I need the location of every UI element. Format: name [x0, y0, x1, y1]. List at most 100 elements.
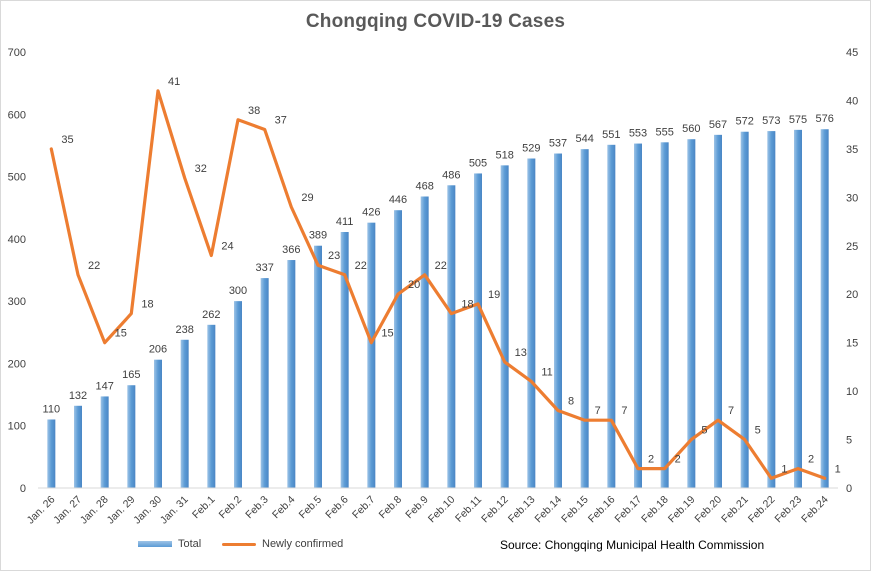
line-data-label: 7 [621, 405, 627, 417]
x-tick-label: Feb.20 [693, 494, 725, 526]
line-data-label: 29 [301, 192, 313, 204]
x-tick-label: Feb.5 [297, 494, 325, 522]
line-data-label: 8 [568, 395, 574, 407]
bar-data-label: 389 [309, 230, 327, 242]
bar-total [580, 149, 589, 488]
line-data-label: 23 [328, 250, 340, 262]
bar-data-label: 553 [629, 128, 647, 140]
line-data-label: 5 [755, 425, 761, 437]
bar-data-label: 518 [495, 149, 513, 161]
x-tick-label: Feb.23 [773, 494, 805, 526]
x-tick-label: Feb.17 [613, 494, 645, 526]
bar-total [634, 143, 642, 488]
line-data-label: 1 [781, 463, 787, 475]
bar-total [287, 260, 296, 488]
bar-total [420, 196, 429, 488]
y-right-tick-label: 15 [846, 338, 858, 350]
line-data-label: 38 [248, 105, 260, 117]
x-tick-label: Jan. 30 [131, 494, 164, 527]
bar-total [127, 385, 136, 488]
y-left-tick-label: 300 [8, 296, 26, 308]
bar-data-label: 555 [655, 126, 673, 138]
x-tick-label: Jan. 28 [78, 494, 111, 527]
x-tick-label: Jan. 31 [158, 494, 191, 527]
x-tick-label: Feb.13 [506, 494, 538, 526]
bar-data-label: 426 [362, 207, 380, 219]
line-data-label: 13 [515, 347, 527, 359]
bar-total [474, 173, 482, 488]
bar-total [340, 232, 349, 488]
line-data-label: 22 [355, 260, 367, 272]
x-tick-label: Feb.12 [479, 494, 511, 526]
x-tick-label: Feb.4 [270, 494, 298, 522]
x-tick-label: Feb.19 [666, 494, 698, 526]
x-tick-label: Feb.14 [533, 494, 565, 526]
line-data-label: 5 [701, 425, 707, 437]
bar-data-label: 537 [549, 138, 567, 150]
bar-data-label: 165 [122, 369, 140, 381]
bar-total [500, 165, 509, 489]
y-right-tick-label: 35 [846, 144, 858, 156]
bar-data-label: 446 [389, 194, 407, 206]
line-data-label: 32 [195, 163, 207, 175]
y-left-tick-label: 200 [8, 358, 26, 370]
line-data-label: 2 [648, 454, 654, 466]
bar-data-label: 110 [43, 403, 61, 415]
bar-total [234, 301, 242, 488]
bar-total [314, 245, 322, 488]
x-tick-label: Feb.24 [799, 494, 831, 526]
line-data-label: 7 [728, 405, 734, 417]
x-tick-label: Feb.22 [746, 494, 778, 526]
bar-total [154, 359, 162, 488]
bar-total [394, 210, 402, 488]
y-left-tick-label: 400 [8, 234, 26, 246]
bar-total [714, 134, 722, 488]
line-data-label: 15 [115, 328, 127, 340]
y-left-tick-label: 100 [8, 421, 26, 433]
x-tick-label: Feb.7 [350, 494, 378, 522]
bar-data-label: 468 [415, 181, 433, 193]
y-right-tick-label: 30 [846, 192, 858, 204]
y-left-tick-label: 700 [8, 47, 26, 59]
x-tick-label: Feb.18 [639, 494, 671, 526]
chart-title: Chongqing COVID-19 Cases [305, 11, 566, 32]
legend-swatch-line [222, 542, 256, 546]
x-tick-label: Feb.10 [426, 494, 458, 526]
bar-total [554, 153, 562, 489]
bar-data-label: 238 [175, 324, 193, 336]
line-data-label: 2 [808, 454, 814, 466]
bar-total [767, 131, 776, 489]
y-right-tick-label: 45 [846, 47, 858, 59]
x-tick-label: Feb.1 [190, 494, 218, 522]
bar-total [794, 129, 802, 488]
y-right-tick-label: 25 [846, 241, 858, 253]
line-data-label: 22 [88, 260, 100, 272]
legend-label-total: Total [178, 538, 202, 550]
line-data-label: 24 [221, 240, 233, 252]
bar-data-label: 486 [442, 169, 460, 181]
y-right-tick-label: 40 [846, 95, 858, 107]
bar-total [687, 139, 696, 488]
line-data-label: 15 [381, 328, 393, 340]
bar-data-label: 551 [602, 129, 620, 141]
x-tick-label: Jan. 27 [51, 494, 84, 527]
bar-total [74, 405, 82, 488]
line-data-label: 37 [275, 115, 287, 127]
x-tick-label: Feb.16 [586, 494, 618, 526]
bar-total [367, 222, 376, 489]
bar-total [660, 142, 669, 489]
bar-total [207, 324, 216, 488]
bar-data-label: 567 [709, 119, 727, 131]
bar-data-label: 572 [735, 116, 753, 128]
x-tick-label: Feb.2 [217, 494, 245, 522]
x-tick-label: Jan. 29 [105, 494, 138, 527]
line-newly-confirmed [49, 89, 827, 480]
line-data-label: 41 [168, 76, 180, 88]
legend-item-total: Total [138, 538, 201, 550]
line-data-label: 22 [435, 260, 447, 272]
bar-data-label: 147 [95, 380, 113, 392]
x-tick-label: Feb.3 [243, 494, 271, 522]
bar-data-label: 206 [149, 344, 167, 356]
